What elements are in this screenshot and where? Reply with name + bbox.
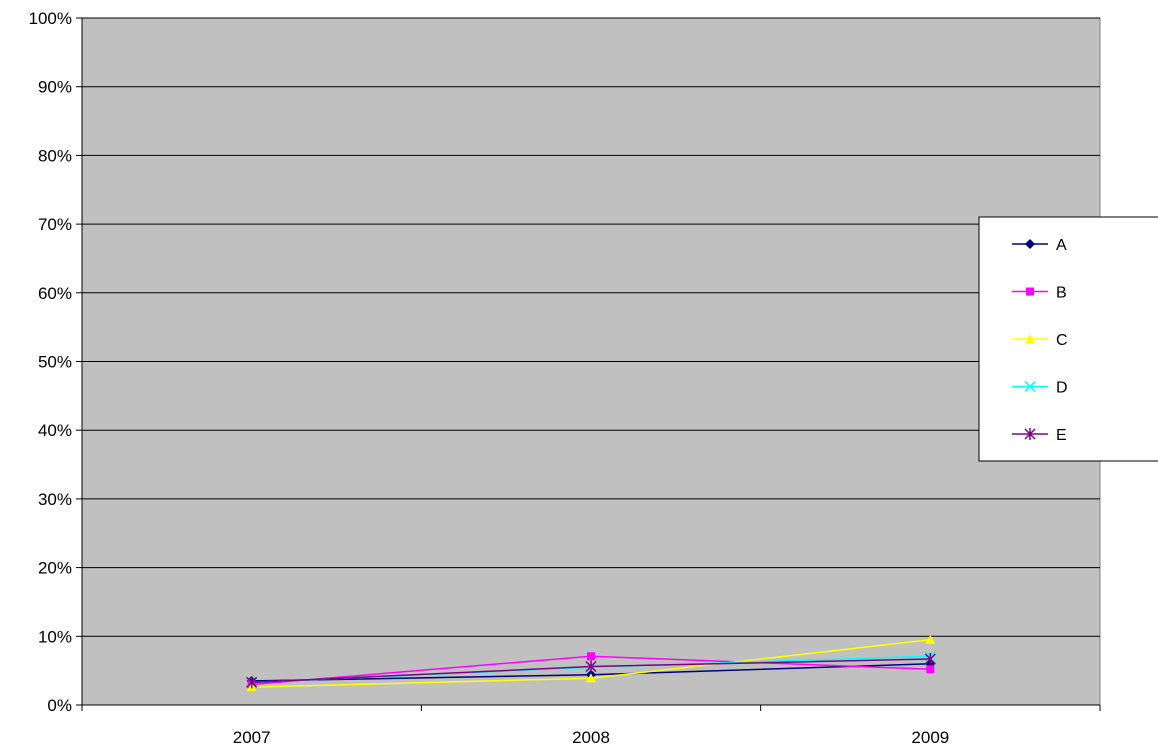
legend-label: E — [1056, 427, 1067, 444]
axes — [81, 18, 1101, 711]
y-tick-label: 70% — [38, 215, 72, 234]
x-tick-label: 2009 — [911, 728, 949, 747]
data-point — [1024, 380, 1036, 393]
x-tick-label: 2008 — [572, 728, 610, 747]
y-tick-label: 10% — [38, 627, 72, 646]
series-e — [246, 652, 936, 689]
legend-label: C — [1056, 332, 1068, 349]
data-point — [586, 673, 596, 683]
legend-item-e: E — [1012, 427, 1067, 444]
y-axis-tick-labels: 0% 10% 20% 30% 40% 50% 60% 70% 80% 90% 100% — [29, 9, 72, 715]
legend-item-d: D — [1012, 380, 1068, 397]
legend-box — [978, 216, 1158, 462]
legend-label: D — [1056, 380, 1068, 397]
y-tick-label: 60% — [38, 284, 72, 303]
data-point — [1025, 239, 1035, 249]
data-point — [585, 660, 597, 673]
series-c — [246, 634, 936, 692]
x-tick-label: 2007 — [233, 728, 271, 747]
y-tick-label: 0% — [47, 696, 72, 715]
series-group — [246, 634, 936, 692]
legend-item-a: A — [1012, 237, 1067, 254]
legend: A B C D E — [978, 216, 1158, 462]
data-point — [926, 665, 935, 674]
data-point — [925, 634, 936, 644]
grid-lines — [76, 17, 1100, 706]
legend-item-b: B — [1012, 285, 1067, 302]
y-tick-label: 80% — [38, 146, 72, 165]
data-point — [246, 676, 258, 689]
legend-label: A — [1056, 237, 1067, 254]
legend-label: B — [1056, 285, 1067, 302]
y-tick-label: 40% — [38, 421, 72, 440]
y-tick-label: 100% — [29, 9, 72, 28]
data-point — [1024, 428, 1036, 440]
y-tick-label: 20% — [38, 559, 72, 578]
legend-item-c: C — [1012, 332, 1068, 349]
y-tick-label: 90% — [38, 78, 72, 97]
data-point — [924, 652, 936, 665]
data-point — [1026, 287, 1034, 296]
y-tick-label: 30% — [38, 490, 72, 509]
x-axis-tick-labels: 2007 2008 2009 — [233, 728, 949, 747]
data-point — [587, 652, 595, 661]
data-point — [1025, 334, 1035, 343]
y-tick-label: 50% — [38, 353, 72, 372]
